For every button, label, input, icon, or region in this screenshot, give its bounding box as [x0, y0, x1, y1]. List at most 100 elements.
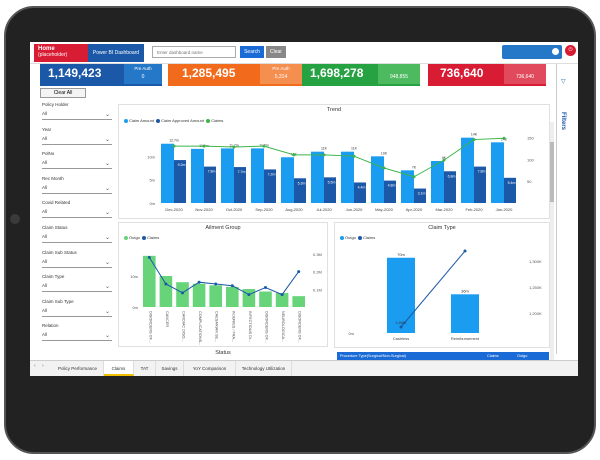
tab-claims[interactable]: Claims [104, 361, 134, 376]
tablet-home-button[interactable] [10, 214, 20, 224]
kpi-card-1: 1,149,423 Pre Auth 0 [40, 64, 162, 86]
filter-dropdown[interactable]: All ⌄ [42, 283, 112, 293]
filter-label: Covid Related [42, 200, 71, 206]
claims-point [472, 138, 476, 142]
y-tick-label: 10m [147, 154, 155, 159]
y2-tick-label: 1,300K [529, 259, 542, 264]
x-tick-label: Oct-2020 [226, 207, 243, 212]
bar-label: 4.8m [388, 184, 396, 188]
bar-label: 9K [442, 156, 447, 160]
vertical-scrollbar[interactable] [550, 122, 554, 372]
bar-claim-amount [221, 148, 234, 203]
filter-dropdown[interactable]: All ⌄ [42, 308, 112, 317]
claims-point [197, 280, 201, 284]
claims-point [463, 249, 467, 253]
tab-technology-utilization[interactable]: Technology Utilization [236, 361, 292, 376]
kpi-sub-label: Pre Auth [272, 66, 290, 71]
trend-card: Trend Claim Amount Claim Approved Amount… [118, 104, 550, 219]
bar-label: 3.1m [418, 192, 426, 196]
tab-yoy-comparison[interactable]: YoY Comparison [184, 361, 236, 376]
home-button[interactable]: Home (placeholder) [34, 44, 88, 62]
bar-claim-amount [371, 156, 384, 203]
bar-approved-amount [384, 180, 396, 203]
filter-label: PolNo [42, 151, 55, 157]
search-button[interactable]: Search [240, 46, 264, 58]
filter-dropdown[interactable]: All ⌄ [42, 234, 112, 243]
report-tabs: ‹ › Policy Performance Claims TAT Savings Yo… [30, 360, 578, 376]
tab-savings[interactable]: Savings [156, 361, 184, 376]
x-tick-label: Cashless [393, 336, 409, 341]
filter-dropdown[interactable]: All ⌄ [42, 332, 112, 342]
trend-legend: Claim Amount Claim Approved Amount Claim… [123, 118, 223, 123]
bar-approved-amount [414, 188, 426, 203]
claims-point [172, 144, 176, 148]
bar-label: 10K [381, 151, 388, 155]
y2-tick-label: 0.3M [313, 252, 322, 257]
prev-tab-icon[interactable]: ‹ [34, 363, 36, 369]
bar-claim-amount [281, 157, 294, 203]
claim-type-title: Claim Type [428, 225, 456, 231]
chevron-down-icon: ⌄ [104, 259, 110, 266]
claims-point [262, 144, 266, 148]
bar-label: 11K [351, 147, 358, 151]
x-tick-label: Aug-2020 [285, 207, 303, 212]
filter-dropdown[interactable]: All ⌄ [42, 160, 112, 170]
bar-claim-amount [401, 170, 414, 203]
scroll-thumb[interactable] [550, 142, 554, 202]
bar-outgo [451, 294, 479, 333]
top-bar: Home (placeholder) Power BI Dashboard Se… [30, 42, 578, 64]
filter-label: Claim Sub Type [42, 298, 74, 304]
bar-outgo [192, 283, 206, 307]
filter-dropdown[interactable]: All ⌄ [42, 209, 112, 219]
claims-point [502, 136, 506, 140]
trend-title: Trend [326, 107, 342, 113]
x-tick-label: Apr-2020 [406, 207, 423, 212]
kpi-sub-label: Pre Auth [134, 66, 152, 71]
user-menu[interactable] [502, 45, 562, 59]
bar-label: 7K [412, 165, 417, 169]
app-title-button[interactable]: Power BI Dashboard [88, 44, 144, 62]
y-tick-label: 10m [130, 274, 138, 279]
bar-approved-amount [174, 160, 186, 203]
proc-col-claims: Claims [487, 354, 499, 358]
power-icon[interactable]: ⏻ [565, 45, 576, 56]
y2-tick-label: 150 [527, 135, 534, 140]
claims-point [412, 175, 416, 179]
legend-dot-icon [206, 118, 211, 123]
kpi-card-3: 1,698,278 948,855 [302, 64, 420, 86]
filter-dropdown[interactable]: All ⌄ [42, 111, 112, 120]
user-avatar-icon [552, 48, 559, 55]
bar-approved-amount [264, 169, 276, 203]
ailment-card: Ailment Group Outgo Claims 10m 0m 0.3M 0.2M… [118, 222, 328, 347]
claims-point [181, 291, 184, 295]
claims-point [264, 286, 267, 290]
bar-label: 7.8m [208, 170, 216, 174]
claims-point [230, 284, 234, 288]
x-tick-label: Jul-2020 [316, 207, 332, 212]
filter-icon[interactable]: ▽ [561, 79, 566, 85]
clear-all-button[interactable]: Clear All [40, 88, 86, 98]
filters-pane[interactable]: ▽ Filters [556, 64, 574, 354]
filter-dropdown[interactable]: All ⌄ [42, 185, 112, 194]
clear-button[interactable]: Clear [266, 46, 286, 58]
kpi-sub-box: Pre Auth 5,314 [260, 64, 302, 84]
kpi-sub-value: 948,855 [389, 74, 409, 80]
filter-label: Relation [42, 323, 59, 329]
filter-value: All [42, 258, 48, 264]
bar-claim-amount [341, 151, 354, 203]
search-input[interactable] [152, 46, 236, 58]
chevron-down-icon: ⌄ [104, 136, 110, 143]
claims-point [247, 293, 251, 297]
next-tab-icon[interactable]: › [42, 363, 44, 369]
filter-label: Year [42, 126, 52, 132]
claim-type-card: Claim Type Outgo Claims 0m 1,200K 1,250K 1,… [334, 222, 550, 348]
tab-tat[interactable]: TAT [134, 361, 156, 376]
proc-col-outgo: Outgo [517, 354, 528, 358]
bar-claim-amount [461, 137, 474, 203]
filter-dropdown[interactable]: All ⌄ [42, 259, 112, 268]
tab-policy-performance[interactable]: Policy Performance [52, 361, 104, 376]
filter-dropdown[interactable]: All ⌄ [42, 136, 112, 145]
bar-outgo [143, 255, 156, 307]
filter-value: All [42, 332, 48, 338]
filter-claim-type: Claim Type All ⌄ [42, 274, 112, 293]
